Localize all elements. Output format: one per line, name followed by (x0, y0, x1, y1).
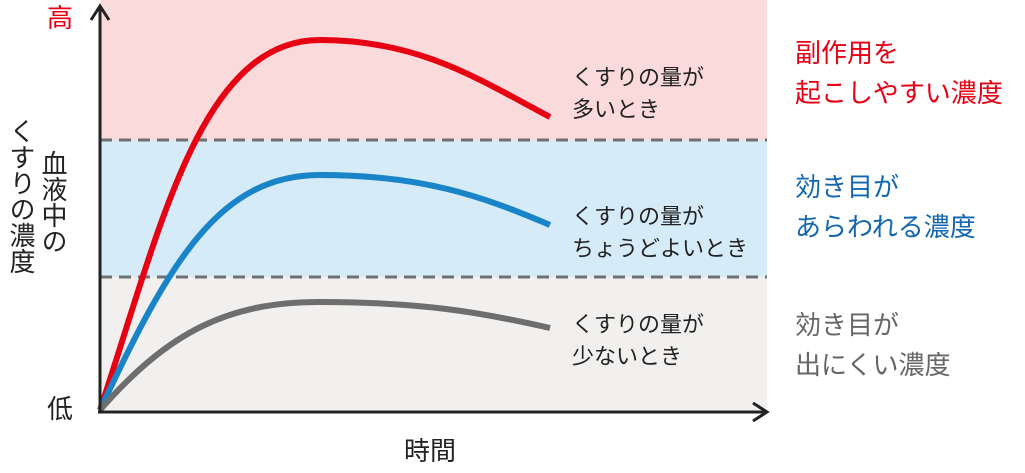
curve-label: くすりの量が (572, 205, 704, 230)
curve-good (97, 171, 552, 412)
zone-label: あらわれる濃度 (795, 213, 976, 243)
x-label: 時間 (404, 437, 456, 467)
zone-label: 副作用を (795, 39, 899, 69)
y-low: 低 (47, 395, 73, 425)
zone-label: 起こしやすい濃度 (795, 79, 1003, 109)
y-label: くすりの濃度 (5, 118, 35, 274)
y-arrow (89, 3, 111, 21)
curve-low (97, 298, 551, 412)
x-arrow (752, 401, 770, 423)
curve-high (97, 36, 552, 411)
curve-label: くすりの量が (572, 66, 704, 91)
low-zone (100, 277, 767, 410)
zone-label: 効き目が (795, 173, 899, 203)
curve-label: くすりの量が (572, 313, 704, 338)
good-zone (100, 140, 767, 277)
curve-label: 少ないとき (572, 345, 682, 370)
curve-label: 多いとき (572, 98, 660, 123)
curve-label: ちょうどよいとき (572, 237, 748, 262)
y-label: 血液中の (37, 150, 67, 254)
y-high: 高 (47, 4, 73, 34)
zone-label: 出にくい濃度 (795, 351, 950, 381)
zone-label: 効き目が (795, 311, 899, 341)
